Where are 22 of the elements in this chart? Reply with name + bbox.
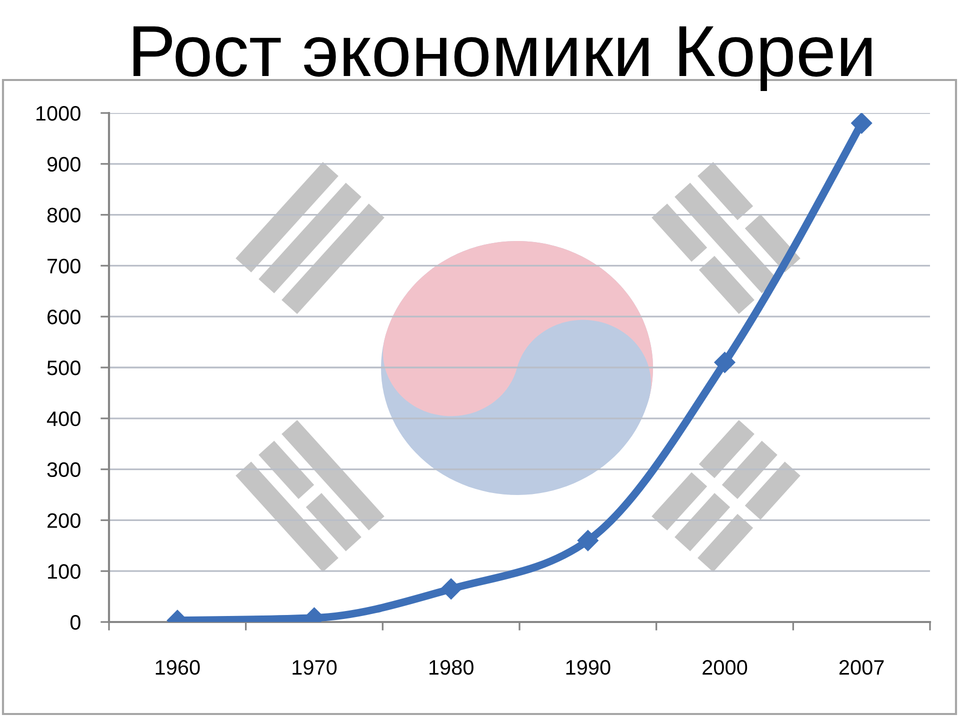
- y-tick-label: 800: [47, 208, 80, 223]
- chart-title: Рост экономики Кореи: [134, 26, 872, 91]
- y-tick-label: 0: [70, 615, 80, 630]
- x-tick-label: 1970: [292, 660, 337, 675]
- x-tick-label: 2007: [839, 660, 884, 675]
- x-tick-label: 2000: [702, 660, 748, 675]
- point: [851, 113, 872, 134]
- y-tick-label: 700: [48, 258, 80, 274]
- point: [577, 530, 598, 552]
- point: [714, 352, 736, 373]
- x-tick-label: 1960: [156, 660, 200, 675]
- y-tick-label: 500: [47, 360, 80, 376]
- y-tick-label: 200: [48, 513, 80, 528]
- y-tick-label: 600: [48, 310, 80, 324]
- y-tick-label: 100: [48, 564, 80, 579]
- point: [440, 578, 462, 600]
- y-tick-label: 1000: [36, 106, 80, 121]
- x-tick-label: 1980: [430, 660, 474, 675]
- y-tick-label: 400: [46, 411, 80, 426]
- y-tick-label: 300: [47, 462, 80, 478]
- x-tick-label: 1990: [566, 660, 610, 675]
- y-tick-label: 900: [47, 156, 80, 172]
